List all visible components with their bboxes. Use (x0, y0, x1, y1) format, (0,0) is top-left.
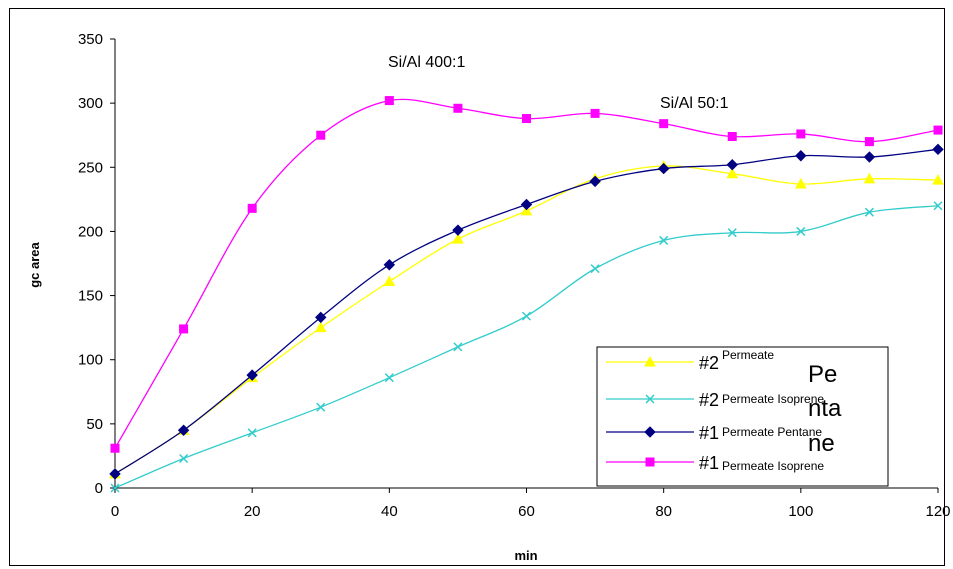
y-tick-label: 150 (78, 288, 103, 305)
data-point (383, 259, 396, 271)
x-tick-label: 80 (655, 503, 672, 520)
data-point (315, 311, 327, 324)
legend-prefix: #2 (699, 353, 719, 373)
data-point (177, 424, 190, 436)
y-axis-label: gc area (27, 241, 42, 287)
data-point (521, 311, 532, 321)
data-point (522, 114, 531, 124)
data-point (795, 150, 807, 162)
data-point (453, 342, 463, 352)
data-point (452, 233, 464, 244)
data-point (864, 137, 874, 147)
data-point (863, 172, 876, 184)
data-point (452, 224, 464, 236)
annotation-si-al-400: Si/Al 400:1 (388, 54, 465, 71)
data-point (726, 159, 738, 171)
x-axis-label: min (514, 548, 537, 563)
y-tick-label: 0 (95, 480, 103, 497)
data-point (316, 130, 326, 140)
series-3 (109, 143, 944, 480)
x-tick-label: 120 (925, 503, 950, 520)
legend-prefix: #1 (699, 453, 719, 473)
data-point (179, 324, 189, 334)
legend-swatch-marker (645, 457, 655, 467)
x-tick-label: 40 (381, 503, 398, 520)
data-point (179, 453, 189, 464)
data-point (109, 468, 121, 480)
data-point (659, 119, 669, 129)
legend-prefix: #2 (699, 390, 719, 410)
data-point (863, 151, 876, 163)
legend-overflow-text-3: ne (808, 430, 835, 457)
data-point (796, 129, 806, 139)
legend-swatch-marker (645, 394, 655, 404)
data-point (590, 264, 600, 274)
data-point (316, 402, 326, 412)
data-point (590, 108, 600, 118)
chart-frame (9, 8, 945, 566)
data-point (657, 162, 670, 175)
series-2 (110, 201, 943, 493)
legend-label: Permeate Pentane (722, 425, 822, 439)
x-tick-group: 0 20 40 60 80 100 120 (111, 488, 951, 520)
data-point (247, 428, 257, 438)
data-point (384, 373, 394, 383)
data-point (864, 207, 874, 217)
legend-overflow-text-1: Pe (808, 361, 837, 388)
legend: #2 Permeate#2 Permeate Isoprene#1 Permeate … (596, 346, 889, 487)
data-point (933, 125, 943, 135)
data-point (796, 226, 806, 236)
x-tick-label: 0 (111, 503, 119, 520)
legend-swatch-marker (644, 355, 656, 367)
data-point (589, 175, 601, 188)
series-4 (110, 96, 943, 453)
data-point (727, 131, 737, 141)
legend-prefix: #1 (699, 423, 719, 443)
data-point (727, 228, 737, 238)
data-point (659, 235, 669, 245)
x-tick-label: 60 (518, 503, 535, 520)
data-point (933, 201, 943, 211)
data-point (726, 167, 739, 179)
data-point (932, 174, 944, 185)
series-layer (109, 96, 944, 493)
legend-item-1: #2 Permeate (606, 348, 774, 373)
annotation-si-al-50: Si/Al 50:1 (660, 95, 729, 112)
legend-swatch-marker (644, 426, 656, 438)
data-point (246, 369, 258, 381)
data-point (314, 321, 327, 333)
y-tick-label: 100 (78, 352, 103, 369)
x-tick-label: 20 (244, 503, 261, 520)
y-tick-label: 250 (78, 159, 103, 176)
y-tick-label: 200 (78, 223, 103, 240)
data-point (932, 143, 944, 156)
data-point (247, 203, 257, 213)
y-tick-group: 0 50 100 150 200 250 300 350 (78, 31, 115, 497)
legend-label: Permeate (722, 348, 774, 362)
legend-overflow-text-2: nta (808, 395, 842, 422)
y-tick-label: 350 (78, 31, 103, 48)
legend-label: Permeate Isoprene (722, 392, 824, 406)
y-tick-label: 300 (78, 95, 103, 112)
data-point (110, 483, 120, 493)
data-point (520, 198, 533, 211)
data-point (384, 96, 394, 106)
data-point (110, 443, 120, 453)
data-point (453, 103, 463, 113)
legend-label: Permeate Isoprene (722, 459, 824, 473)
legend-item-2: #2 Permeate Isoprene (606, 390, 824, 410)
data-point (794, 177, 807, 189)
data-point (383, 275, 396, 286)
legend-item-3: #1 Permeate Pentane (606, 423, 822, 443)
data-point (520, 204, 533, 216)
y-tick-label: 50 (86, 416, 103, 433)
x-tick-label: 100 (788, 503, 813, 520)
legend-item-4: #1 Permeate Isoprene (606, 453, 824, 473)
